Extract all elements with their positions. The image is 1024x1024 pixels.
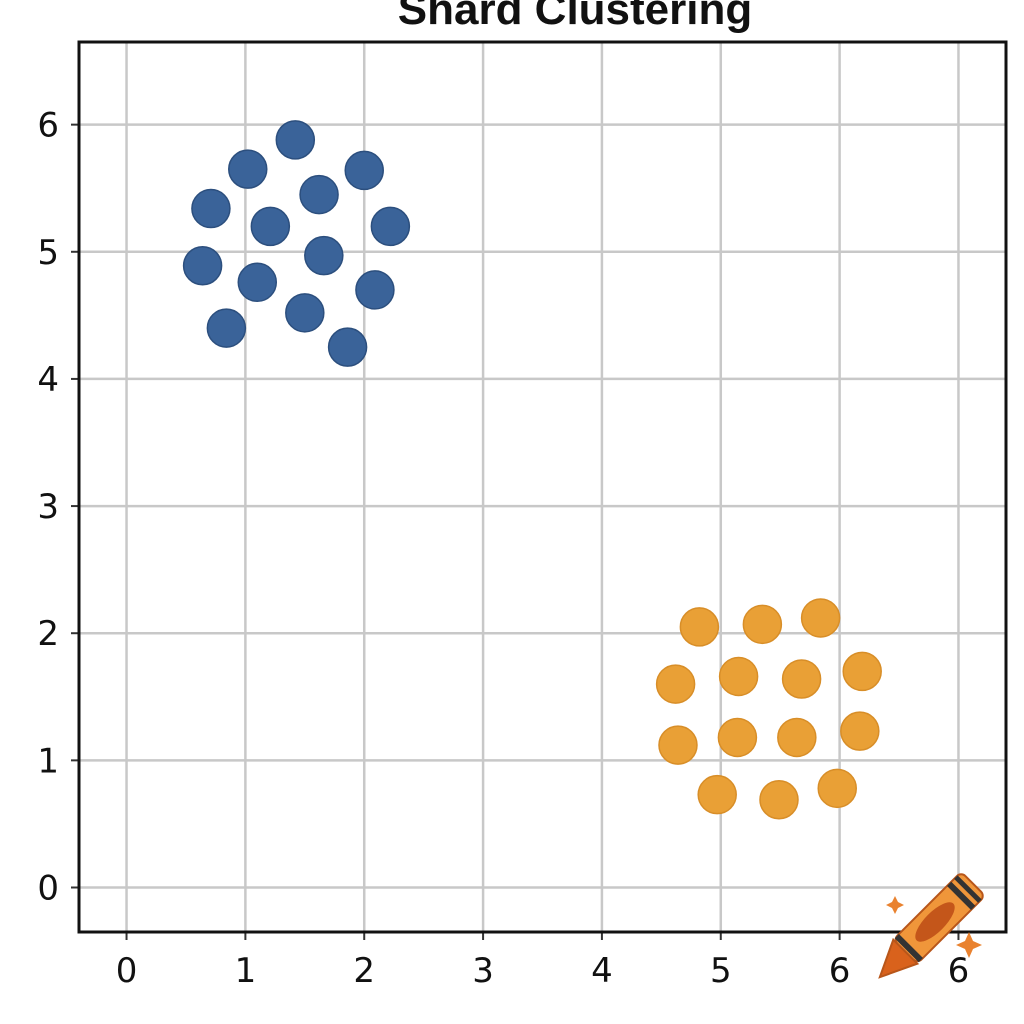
- y-tick-label: 4: [37, 360, 59, 400]
- data-point: [206, 308, 247, 348]
- data-point: [777, 717, 817, 758]
- data-point: [840, 711, 880, 751]
- axis-ticks: 0 1 2 3 4 5 6 6 0 1 2 3 4 5 6: [37, 106, 969, 991]
- data-point: [370, 206, 411, 247]
- data-point: [182, 246, 223, 286]
- data-point: [742, 604, 783, 645]
- y-tick-label: 3: [37, 487, 59, 527]
- y-tick-label: 2: [37, 614, 59, 654]
- y-tick-label: 1: [37, 741, 59, 781]
- data-point: [655, 664, 696, 704]
- data-point: [250, 206, 291, 247]
- x-tick-label: 2: [353, 951, 375, 991]
- data-point: [344, 150, 384, 191]
- data-point: [304, 235, 344, 276]
- sparkle-icon: [886, 896, 982, 958]
- data-point: [842, 651, 882, 692]
- plot-frame: [77, 40, 1008, 934]
- x-tick-label: 4: [591, 951, 613, 991]
- data-point: [299, 174, 339, 215]
- data-point: [228, 149, 268, 189]
- x-tick-label: 3: [472, 951, 494, 991]
- data-point: [717, 717, 758, 758]
- x-tick-label: 6: [948, 951, 970, 991]
- data-point: [237, 262, 278, 303]
- y-tick-label: 0: [37, 869, 59, 909]
- data-point: [800, 598, 841, 638]
- chart-title: Shard Clustering: [398, 0, 753, 34]
- data-point: [781, 659, 822, 699]
- data-point: [191, 188, 231, 229]
- x-tick-label: 6: [829, 951, 851, 991]
- x-tick-label: 1: [235, 951, 257, 991]
- data-point: [718, 656, 759, 697]
- data-point: [658, 725, 698, 765]
- data-point: [275, 120, 316, 160]
- data-point: [285, 293, 325, 333]
- crayon-icon: [878, 873, 984, 979]
- y-tick-label: 6: [37, 106, 59, 146]
- grid: [79, 42, 1006, 932]
- data-point: [679, 607, 720, 647]
- data-point: [697, 774, 737, 815]
- data-point: [759, 780, 799, 820]
- data-point: [355, 270, 395, 310]
- data-points: [182, 120, 882, 820]
- y-tick-label: 5: [37, 233, 59, 273]
- x-tick-label: 0: [116, 951, 138, 991]
- data-point: [327, 327, 368, 367]
- data-point: [817, 768, 857, 809]
- x-tick-label: 5: [710, 951, 732, 991]
